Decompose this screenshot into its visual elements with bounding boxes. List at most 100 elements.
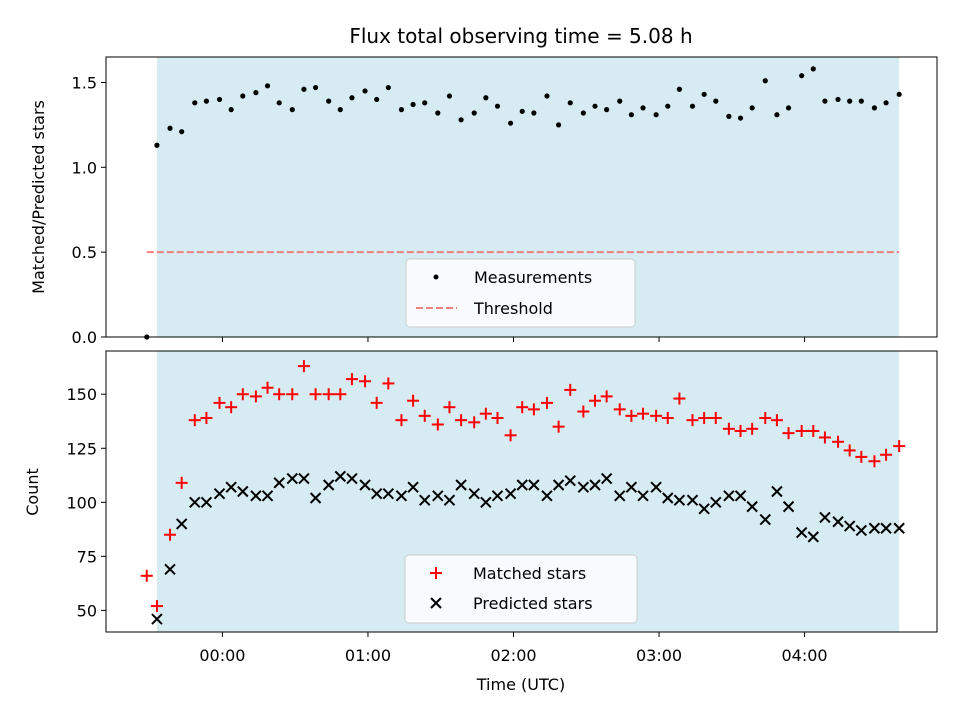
predicted-star-point-b [868,522,881,534]
matched-star-point [150,600,163,613]
predicted-star-point-b [698,503,710,515]
top-panel: 0.0 0.5 1.0 1.5 Matched/Predicted stars Mea… [29,56,938,347]
predicted-star-point [322,479,335,491]
predicted-star-point-b [746,500,758,513]
measurement-point [531,110,537,116]
measurement-point [337,107,343,113]
predicted-star-point-b [309,492,322,504]
predicted-star-point-b [589,479,601,491]
matched-star-point [359,375,372,388]
predicted-star-point [175,518,188,530]
y-tick-label: 75 [77,547,97,566]
matched-star-point [600,390,613,403]
predicted-star-point [843,520,856,532]
matched-star-point [782,427,795,440]
measurement-point [507,120,514,126]
predicted-star-point-b [468,487,480,500]
measurement-point [519,108,525,114]
measurement-point [726,113,732,119]
predicted-star-point-b [370,487,383,500]
top-legend-box [405,258,636,328]
predicted-star-point [577,481,590,493]
predicted-star-point [552,479,565,491]
predicted-star-point [298,472,310,485]
predicted-star-point-b [782,500,795,513]
legend-measurements-marker [433,274,439,280]
matched-star-point [661,412,674,425]
matched-star-point [577,405,590,418]
matched-star-point [200,412,213,425]
measurement-point [617,98,623,104]
predicted-star-point-b [600,472,613,485]
predicted-star-point [286,472,298,485]
legend-measurements-label: Measurements [474,268,592,287]
predicted-star-point-b [151,613,163,625]
measurement-point [435,110,441,116]
predicted-star-point-b [189,496,201,509]
measurement-point [871,105,878,111]
predicted-star-point-b [298,472,310,485]
matched-star-point [188,414,201,427]
measurement-point [289,107,295,113]
measurement-point [349,95,355,101]
bottom-axes-frame [105,350,938,633]
matched-star-point [236,388,249,401]
predicted-star-point-b [807,531,820,543]
predicted-star-point-b [286,472,298,485]
predicted-star-point [589,479,601,491]
predicted-star-point-b [855,524,868,537]
predicted-star-point [686,494,699,506]
measurement-point [362,88,368,94]
legend-predicted-label: Predicted stars [473,594,593,613]
y-tick-label: 50 [77,601,97,620]
measurement-point [228,107,234,113]
matched-star-point [625,409,638,422]
predicted-star-point [771,485,783,498]
predicted-star-point-b [637,490,649,502]
measurement-point [458,117,464,123]
matched-star-point [164,528,177,541]
predicted-star-point [893,522,905,534]
measurement-point [240,93,246,99]
matched-star-point [673,392,686,405]
predicted-star-point-b [432,490,444,502]
matched-star-point [370,396,383,409]
predicted-star-point [370,487,383,500]
top-y-axis-label: Matched/Predicted stars [29,100,48,294]
measurement-point [822,98,828,104]
predicted-star-point-b [455,479,467,491]
matched-star-point [175,476,188,489]
predicted-star-point-b [250,490,262,502]
predicted-star-point-b [200,496,213,509]
x-tick-label: 04:00 [782,646,828,665]
y-tick-label: 1.5 [72,73,97,92]
predicted-star-point [309,492,322,504]
predicted-star-point-b [686,494,699,506]
predicted-star-point [723,490,735,502]
predicted-star-point-b [710,496,722,509]
matched-star-point [686,414,699,427]
predicted-star-point-b [564,474,576,487]
matched-star-point [273,388,286,401]
predicted-star-point [164,563,176,576]
predicted-star-point [614,490,626,502]
measurement-point [665,103,671,109]
matched-star-point [759,412,772,425]
matched-star-point [807,424,820,437]
measurement-point [544,93,550,99]
predicted-star-point-b [322,479,335,491]
predicted-star-point-b [832,516,844,528]
predicted-star-point [273,477,285,489]
predicted-stars-series [151,470,905,625]
predicted-star-point [491,490,504,502]
measurement-point [192,100,198,106]
matched-star-point [297,360,310,373]
predicted-star-point-b [516,479,528,491]
measurement-point [312,84,319,91]
measurement-point [471,110,477,116]
measurement-point [203,98,210,104]
measurement-point [216,96,223,103]
y-tick-label: 0.0 [72,328,97,347]
predicted-star-point-b [650,481,662,493]
matched-star-point [832,435,845,448]
